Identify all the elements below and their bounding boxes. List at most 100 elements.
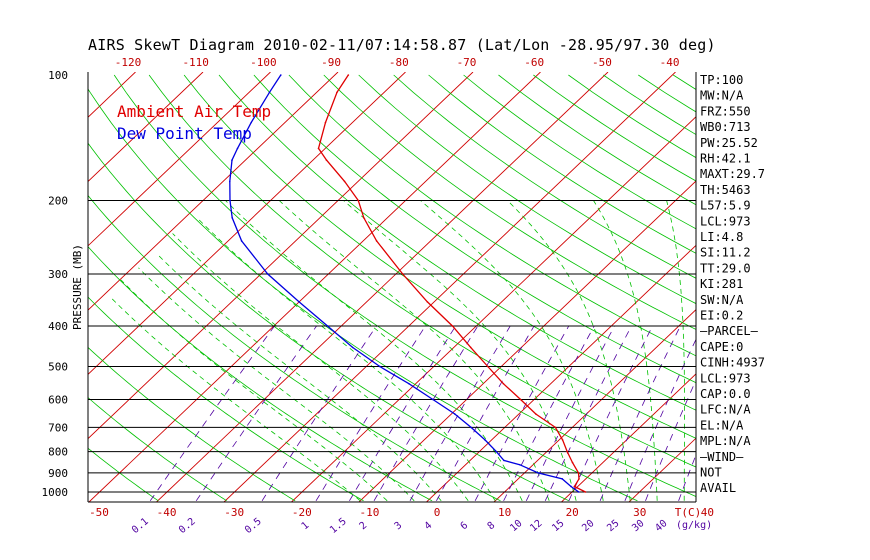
pressure-tick-label: 200 [48,195,68,208]
moist-adiabat-line [507,200,631,501]
mixing-ratio-tick-label: 0.2 [177,516,198,536]
dry-adiabat-line [88,447,159,502]
mixing-ratio-tick-label: 12 [528,518,544,534]
index-label: MPL:N/A [700,434,751,448]
dry-adiabat-line [323,74,696,330]
dew-point-point [240,240,243,242]
dew-point-point [229,180,231,183]
dew-point-point [495,450,498,453]
isotherm-line [156,72,609,502]
mixing-ratio-tick-label: 25 [605,518,621,534]
index-label: FRZ:550 [700,104,751,118]
moist-adiabat-line [593,200,658,501]
mixing-ratio-tick-label: 0.1 [130,516,151,536]
index-label: EL:N/A [700,418,744,432]
air-temp-point [487,365,489,368]
mixing-ratio-tick-label: 0.5 [243,516,264,536]
dry-adiabat-line [428,74,696,254]
dew-point-point [351,346,354,349]
dew-point-point [470,426,472,429]
mixing-ratio-line [474,325,570,501]
mixing-ratio-tick-label: 4 [423,520,435,532]
air-temp-point [357,199,360,202]
mixing-ratio-tick-label: 20 [580,518,596,534]
air-temp-point [566,450,568,453]
bottom-temp-tick-label: 20 [566,506,579,519]
air-temp-point [578,478,580,480]
pressure-tick-label: 300 [48,268,68,281]
dry-adiabat-line [88,397,227,502]
dew-point-point [236,147,239,150]
dew-point-point [280,74,282,76]
isotherm-line [223,72,676,502]
pressure-tick-label: 1000 [42,486,69,499]
pressure-tick-label: 900 [48,467,68,480]
dry-adiabat-line [113,74,696,497]
top-temp-tick-label: -80 [389,56,409,69]
air-temp-point [317,147,320,150]
dew-point-temp-line [229,74,580,493]
index-label: PW:25.52 [700,136,758,150]
index-label: AVAIL [700,481,736,495]
dry-adiabat-line [183,74,696,439]
moist-adiabat-line [120,279,388,502]
ambient-air-temp-line [317,74,586,493]
air-temp-point [561,439,564,441]
dew-point-point [453,413,456,415]
moist-adiabat-line [343,200,577,501]
dry-adiabat-line [88,296,364,502]
mixing-ratio-line [349,325,456,502]
x-axis-label: T(C) [675,506,702,519]
pressure-tick-label: 400 [48,320,68,333]
air-temp-point [343,180,346,183]
mixing-ratio-line [261,325,377,502]
air-temp-point [577,472,580,474]
mixing-ratio-line [624,338,696,501]
mixing-ratio-line [599,325,681,501]
index-label: TH:5463 [700,183,751,197]
index-label: —PARCEL— [700,324,759,338]
dew-point-point [231,159,233,161]
isotherm-line [832,72,870,502]
dry-adiabat-line [253,74,696,384]
pressure-tick-label: 100 [48,69,68,82]
isotherm-line [426,244,696,502]
isotherm-line [88,72,541,502]
pressure-tick-label: 500 [48,360,68,373]
dry-adiabat-line [88,88,638,502]
dew-point-point [229,199,231,202]
chart-title: AIRS SkewT Diagram 2010-02-11/07:14:58.8… [88,36,716,54]
dry-adiabat-line [358,74,696,305]
dry-adiabat-line [88,194,501,502]
mixing-ratio-line [568,325,653,501]
mixing-ratio-line [409,325,511,501]
index-label: TT:29.0 [700,261,751,275]
air-temp-point [573,485,576,488]
bottom-temp-tick-label: -50 [89,506,109,519]
isotherm-line [561,373,696,502]
top-temp-tick-label: -60 [524,56,544,69]
dry-adiabat-line [88,346,296,502]
bottom-temp-tick-label: 40 [701,506,714,519]
mixing-ratio-line [503,325,595,501]
index-label: EI:0.2 [700,309,743,323]
isotherm-line [764,72,870,502]
moist-adiabat-line [420,200,604,501]
index-label: SI:11.2 [700,246,751,260]
air-temp-point [347,74,350,76]
dew-point-point [518,463,521,466]
bottom-temp-tick-label: -30 [224,506,244,519]
bottom-temp-tick-label: 0 [434,506,441,519]
air-temp-point [362,216,365,219]
bottom-temp-tick-label: 30 [633,506,646,519]
dry-adiabat-line [88,142,570,502]
air-temp-point [571,461,574,464]
dew-point-point [570,485,572,488]
isotherm-line [0,72,68,502]
air-temp-point [502,382,505,385]
isotherm-line [88,72,339,311]
moist-adiabat-line [138,267,415,502]
top-temp-tick-label: -40 [660,56,680,69]
dry-adiabat-line [393,74,696,279]
isotherm-line [88,72,136,118]
